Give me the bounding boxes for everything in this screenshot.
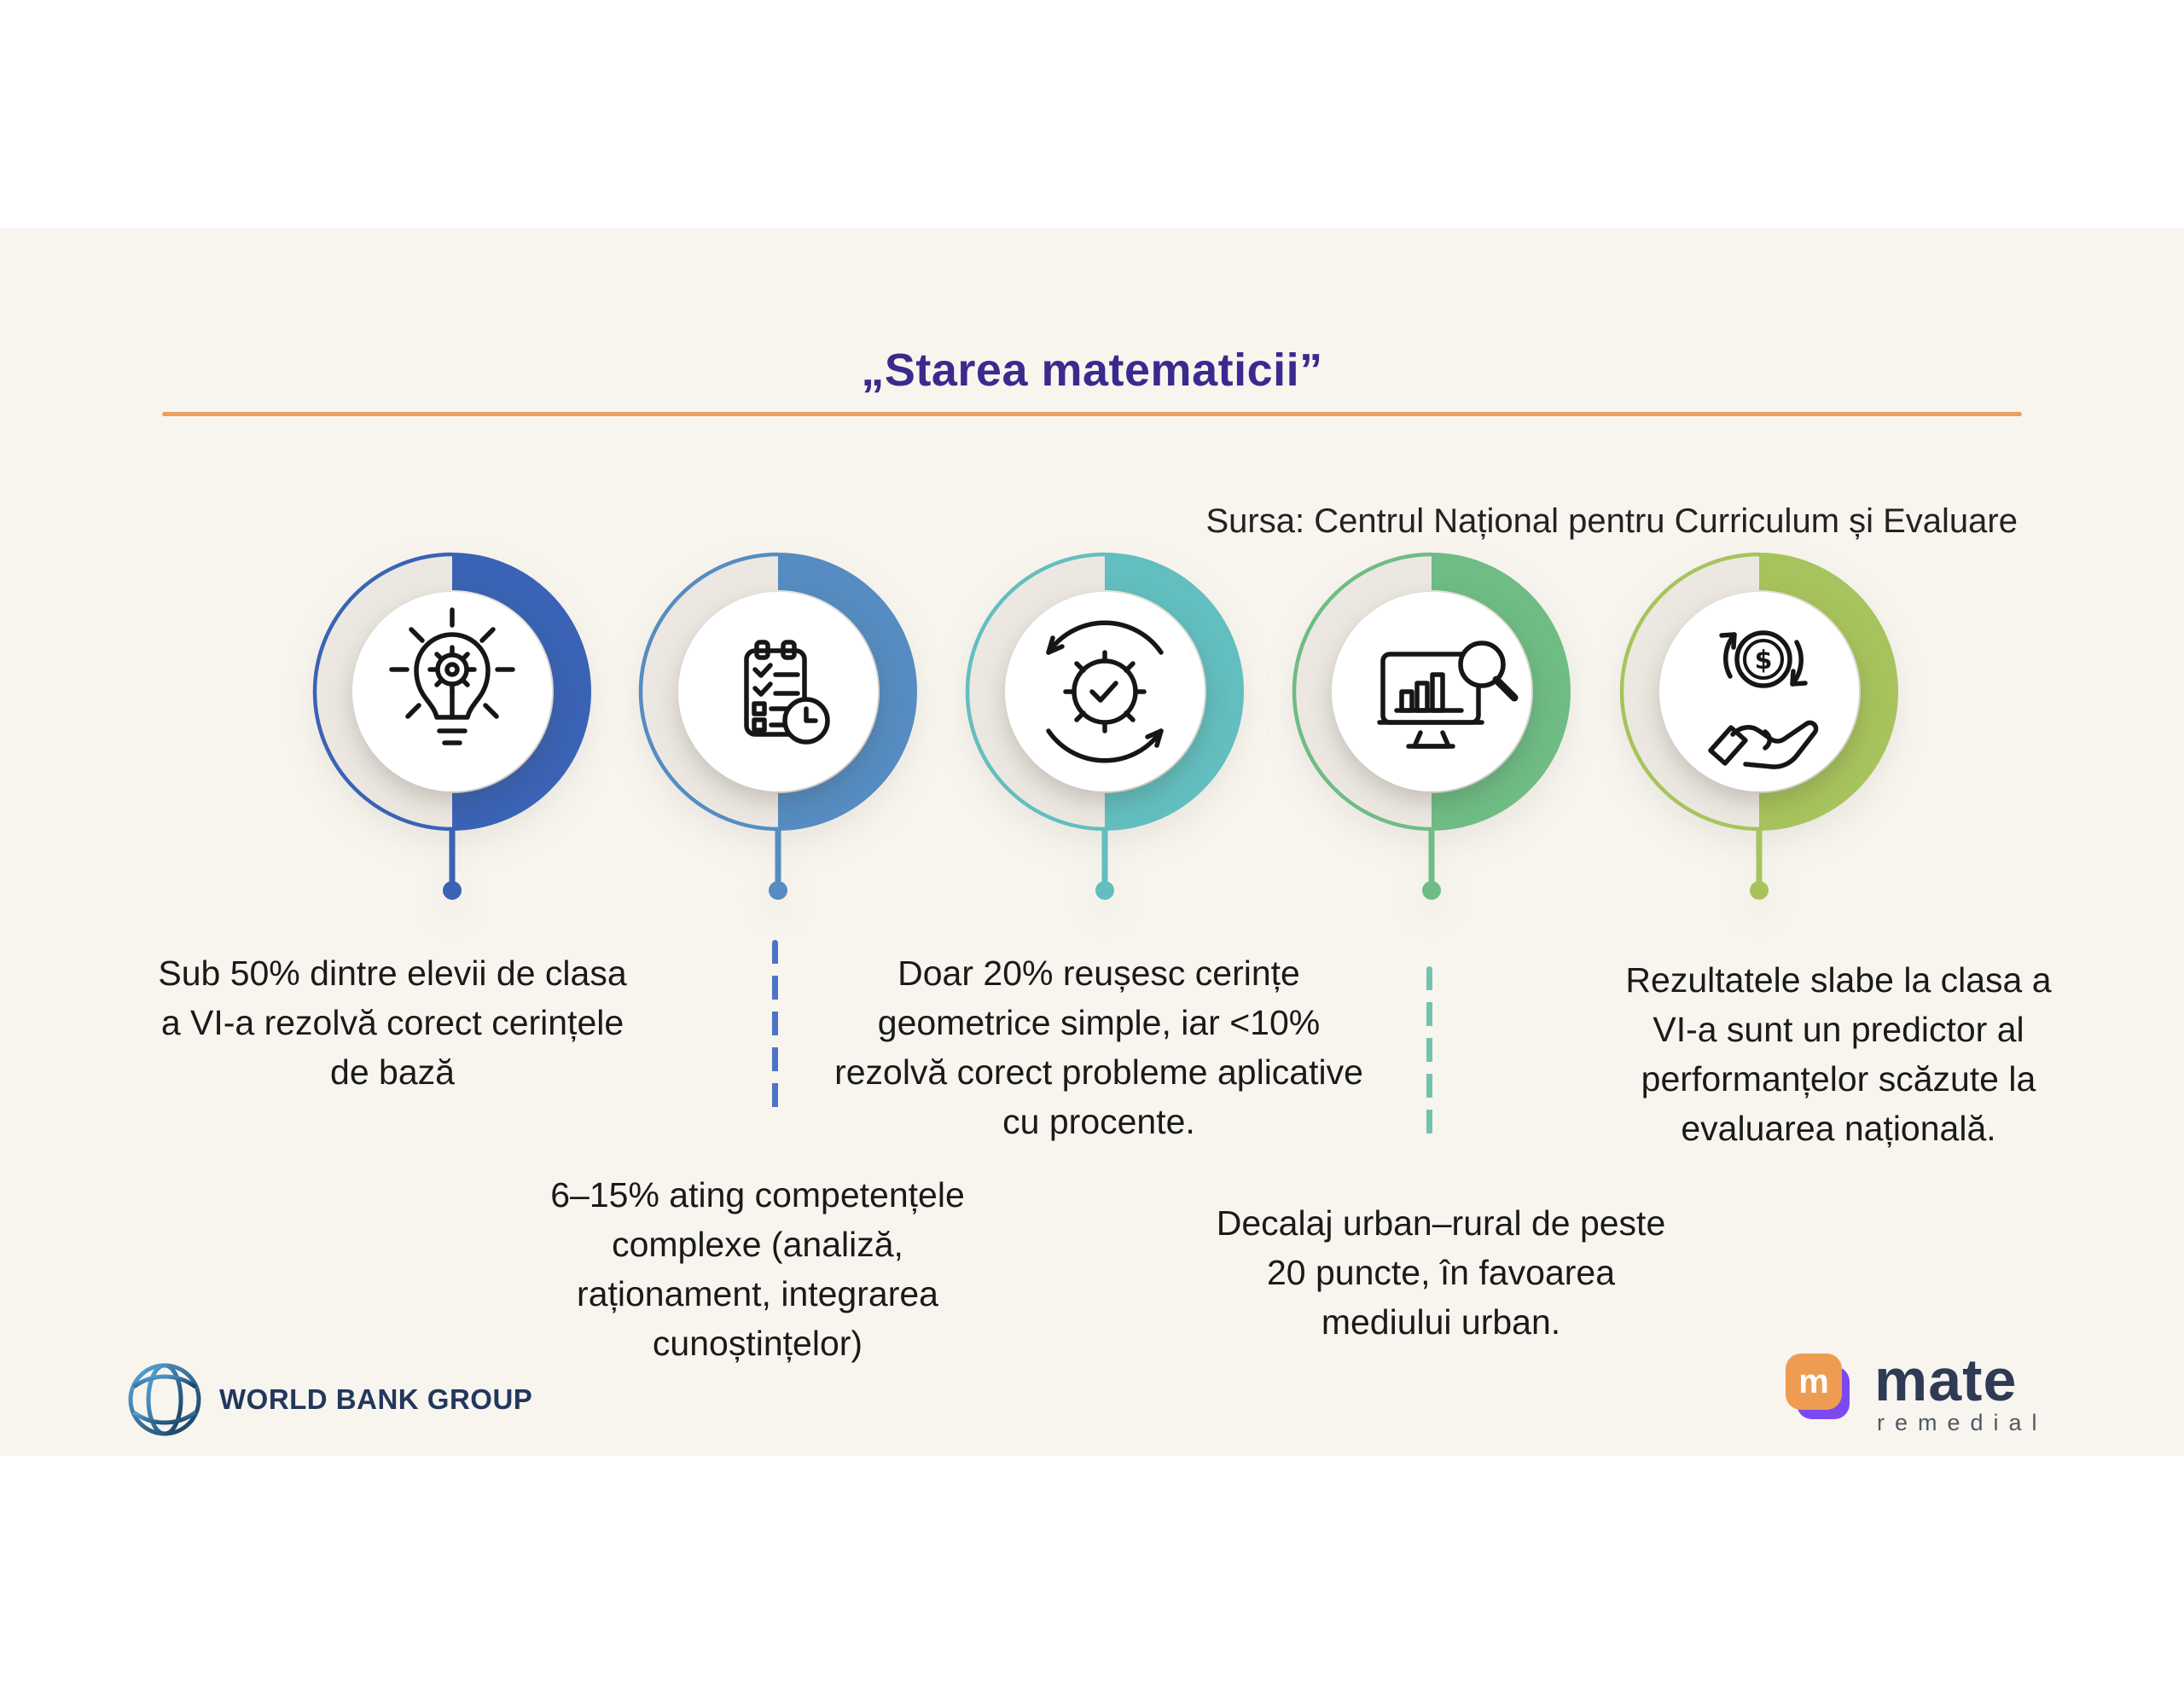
separator-dashed-1 [772,940,778,1119]
step-circle-3 [964,550,1246,912]
mate-monogram-icon: m [1786,1354,1856,1425]
mate-label: mate [1874,1347,2018,1413]
text-line: Sub 50% dintre elevii de clasa [158,954,627,993]
step-circle-5: $ [1618,550,1900,912]
step-text-2: 6–15% ating competențele complexe (anali… [550,1170,965,1368]
lightbulb-gear-icon [389,607,515,745]
ring-left-outline [965,552,1106,832]
text-line: 6–15% ating competențele [550,1175,965,1215]
ring-right-half [777,553,917,831]
svg-text:$: $ [1755,646,1773,675]
text-line: VI-a sunt un predictor al [1653,1010,2024,1049]
slide: „Starea matematicii” Sursa: Centrul Nați… [0,228,2184,1456]
slide-title: „Starea matematicii” [861,345,1323,397]
ring-right-half [451,553,591,831]
ring-left-outline [312,552,453,832]
stem-dot [1750,881,1769,900]
step-ring-graphic [1292,552,1571,900]
ring-left-outline [1619,552,1760,832]
separator-dashed-2 [1426,966,1432,1145]
step-text-1: Sub 50% dintre elevii de clasa a VI-a re… [158,948,626,1097]
stem-dot [1095,881,1114,900]
ring-left-track [1292,553,1432,831]
gear-check-refresh-icon [1046,620,1164,763]
text-line: rezolvă corect probleme aplicative [834,1052,1363,1092]
coin-hand-icon: $ [1708,630,1819,769]
step-circle-2 [637,550,919,912]
ring-right-half [1431,553,1571,831]
step-ring-graphic [638,552,917,900]
step-ring-graphic [965,552,1244,900]
ring-left-track [966,553,1106,831]
ring-right-half [1104,553,1244,831]
stem-dot [443,881,462,900]
ring-left-track [313,553,453,831]
world-bank-label: WORLD BANK GROUP [219,1383,533,1415]
text-line: Decalaj urban–rural de peste [1216,1203,1666,1243]
ring-left-track [1620,553,1760,831]
text-line: performanțelor scăzute la [1641,1059,2036,1099]
mate-wordmark: mate remedial [1874,1347,2048,1436]
step-circle-1 [311,550,593,912]
inner-white-circle [1659,592,1859,791]
text-line: 20 puncte, în favoarea [1266,1253,1616,1292]
mate-sublabel: remedial [1877,1410,2048,1435]
stem-dot [1422,881,1441,900]
ring-left-track [639,553,779,831]
step-ring-graphic [312,552,591,900]
text-line: geometrice simple, iar <10% [877,1003,1321,1042]
text-line: Rezultatele slabe la clasa a [1625,960,2052,1000]
step-text-4: Decalaj urban–rural de peste 20 puncte, … [1217,1198,1666,1347]
title-divider [162,412,2022,416]
text-line: a VI-a rezolvă corect cerințele [160,1003,624,1042]
world-bank-logo: WORLD BANK GROUP [122,1355,532,1444]
text-line: cunoștințelor) [652,1324,863,1363]
ring-left-outline [1292,552,1432,832]
monitor-chart-search-icon [1377,641,1519,749]
step-text-3: Doar 20% reușesc cerințe geometrice simp… [834,948,1363,1146]
mate-orange-square: m [1786,1354,1842,1410]
step-ring-graphic: $ [1619,552,1898,900]
text-line: complexe (analiză, [612,1225,903,1264]
source-text: Sursa: Centrul Național pentru Curriculu… [1205,502,2018,540]
text-line: mediului urban. [1321,1302,1561,1342]
ring-right-half [1758,553,1898,831]
ring-left-outline [638,552,779,832]
text-line: raționament, integrarea [577,1274,938,1313]
step-circle-4 [1291,550,1572,912]
world-bank-globe-icon [128,1363,201,1436]
checklist-clock-icon [744,640,830,745]
step-text-5: Rezultatele slabe la clasa a VI-a sunt u… [1625,955,2051,1153]
text-line: evaluarea națională. [1681,1109,1996,1148]
text-line: Doar 20% reușesc cerințe [897,954,1300,993]
mate-remedial-logo: m mate remedial [1786,1347,2048,1436]
text-line: de bază [330,1052,455,1092]
stem-dot [769,881,787,900]
mate-monogram-letter: m [1798,1362,1829,1400]
text-line: cu procente. [1002,1102,1195,1141]
